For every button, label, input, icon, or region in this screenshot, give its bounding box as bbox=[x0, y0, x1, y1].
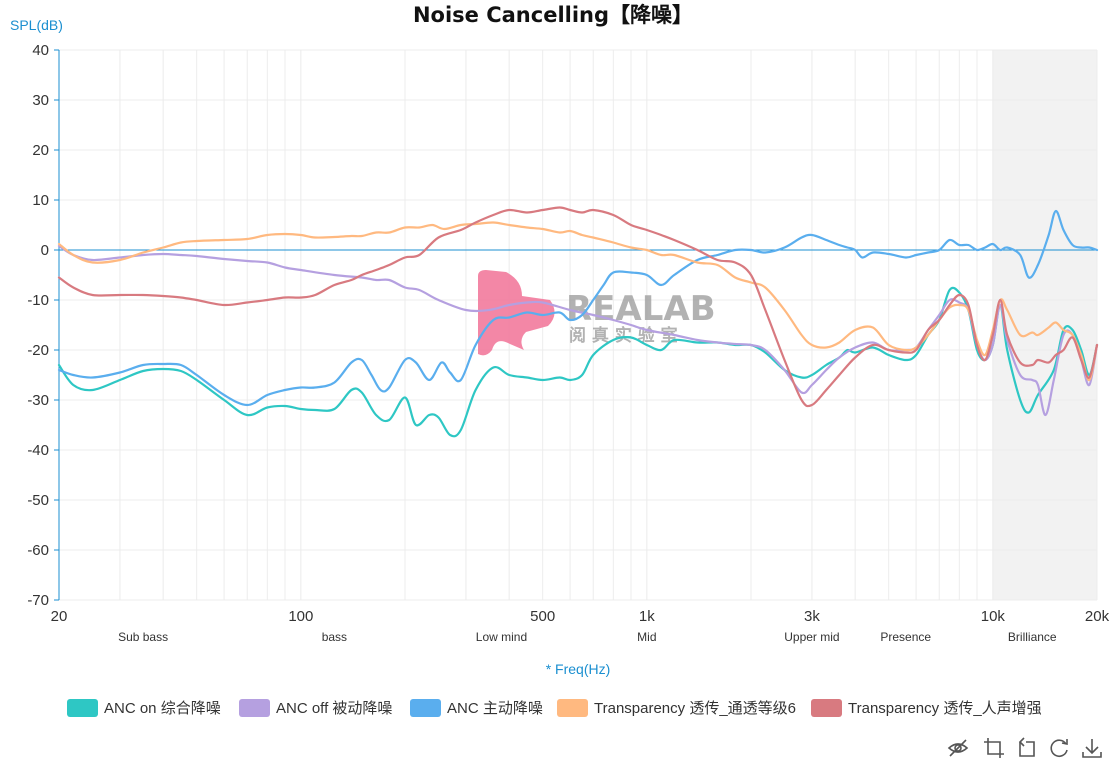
legend-swatch bbox=[239, 699, 270, 717]
band-label: Presence bbox=[880, 630, 931, 644]
x-tick-label: 1k bbox=[639, 608, 655, 625]
legend-label: ANC 主动降噪 bbox=[447, 700, 543, 717]
y-tick-label: 0 bbox=[41, 242, 49, 259]
legend-item-1[interactable]: ANC on 综合降噪 bbox=[67, 699, 221, 717]
legend-swatch bbox=[410, 699, 441, 717]
watermark-main: REALAB bbox=[566, 289, 716, 329]
x-tick-label: 20 bbox=[51, 608, 68, 625]
realab-watermark: REALAB 阅 真 实 验 室 bbox=[478, 270, 716, 356]
legend-label: ANC on 综合降噪 bbox=[104, 700, 221, 717]
series-line-3 bbox=[57, 209, 1099, 407]
y-axis-label: SPL(dB) bbox=[10, 17, 63, 33]
legend-item-3[interactable]: ANC 主动降噪 bbox=[410, 699, 543, 717]
x-tick-label: 100 bbox=[288, 608, 313, 625]
legend-item-2[interactable]: ANC off 被动降噪 bbox=[239, 699, 392, 717]
crop-icon[interactable] bbox=[982, 736, 1006, 760]
y-tick-label: -10 bbox=[27, 292, 49, 309]
legend-item-5[interactable]: Transparency 透传_人声增强 bbox=[811, 699, 1042, 717]
series-line-2 bbox=[57, 244, 1099, 417]
y-tick-label: 40 bbox=[32, 42, 49, 59]
legend-label: ANC off 被动降噪 bbox=[276, 700, 392, 717]
band-label: Brilliance bbox=[1008, 630, 1057, 644]
x-ticks: 20 100 500 1k 3k 10k 20k bbox=[51, 608, 1110, 625]
toolbar bbox=[946, 736, 1104, 760]
y-ticks: 40 30 20 10 0 -10 -20 -30 -40 -50 -60 -70 bbox=[27, 42, 59, 609]
y-tick-label: -70 bbox=[27, 592, 49, 609]
legend-swatch bbox=[811, 699, 842, 717]
band-labels: Sub bass bass Low mind Mid Upper mid Presence… bbox=[118, 630, 1057, 644]
crop-reset-icon[interactable] bbox=[1014, 736, 1038, 760]
legend-swatch bbox=[557, 699, 588, 717]
download-icon[interactable] bbox=[1080, 736, 1104, 760]
refresh-icon[interactable] bbox=[1047, 736, 1071, 760]
y-tick-label: -60 bbox=[27, 542, 49, 559]
y-tick-label: 20 bbox=[32, 142, 49, 159]
series-lines bbox=[57, 206, 1099, 438]
legend-label: Transparency 透传_通透等级6 bbox=[594, 699, 796, 717]
legend: ANC on 综合降噪 ANC off 被动降噪 ANC 主动降噪 Transpare… bbox=[67, 699, 1042, 717]
x-tick-label: 20k bbox=[1085, 608, 1110, 625]
y-tick-label: -30 bbox=[27, 392, 49, 409]
legend-label: Transparency 透传_人声增强 bbox=[848, 699, 1042, 717]
brilliance-shaded-region bbox=[992, 50, 1097, 600]
band-label: Sub bass bbox=[118, 630, 168, 644]
band-label: Mid bbox=[637, 630, 656, 644]
x-tick-label: 500 bbox=[530, 608, 555, 625]
legend-item-4[interactable]: Transparency 透传_通透等级6 bbox=[557, 699, 796, 717]
hide-icon[interactable] bbox=[946, 736, 970, 760]
band-label: bass bbox=[322, 630, 347, 644]
x-axis-label: * Freq(Hz) bbox=[546, 661, 611, 677]
watermark-sub: 阅 真 实 验 室 bbox=[569, 325, 678, 346]
y-tick-label: 10 bbox=[32, 192, 49, 209]
watermark-logo-icon bbox=[478, 270, 555, 356]
x-tick-label: 10k bbox=[981, 608, 1006, 625]
y-tick-label: 30 bbox=[32, 92, 49, 109]
chart-title: Noise Cancelling【降噪】 bbox=[413, 3, 693, 27]
y-tick-label: -40 bbox=[27, 442, 49, 459]
band-label: Upper mid bbox=[784, 630, 839, 644]
band-label: Low mind bbox=[476, 630, 527, 644]
series-line-5 bbox=[57, 206, 1099, 408]
legend-swatch bbox=[67, 699, 98, 717]
y-tick-label: -50 bbox=[27, 492, 49, 509]
x-tick-label: 3k bbox=[804, 608, 820, 625]
y-tick-label: -20 bbox=[27, 342, 49, 359]
